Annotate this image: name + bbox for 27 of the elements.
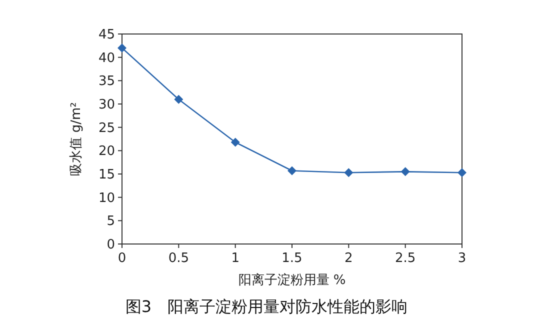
x-tick-label: 1.5: [282, 251, 302, 266]
x-tick-label: 0: [118, 251, 126, 266]
y-tick-label: 45: [98, 28, 115, 42]
y-axis-title: 吸水值 g/m²: [69, 102, 84, 176]
x-axis-title: 阳离子淀粉用量 %: [238, 272, 346, 288]
y-tick-label: 10: [98, 190, 115, 206]
y-tick-label: 20: [98, 144, 115, 160]
y-tick-label: 30: [98, 98, 115, 112]
y-tick-label: 35: [98, 74, 115, 90]
point: [174, 94, 184, 104]
x-tick-label: 0.5: [168, 251, 190, 266]
x-tick-label: 3: [458, 251, 466, 266]
point: [400, 167, 410, 176]
y-tick-label: 0: [106, 238, 115, 252]
x-tick-label: 2: [344, 251, 353, 266]
text: 图3 阳离子淀粉用量对防水性能的影响: [125, 297, 408, 316]
point: [458, 168, 466, 178]
point: [118, 44, 126, 52]
y-tick-label: 40: [98, 50, 115, 66]
point: [344, 168, 354, 178]
y-tick-label: 15: [98, 168, 115, 182]
x-tick-label: 2.5: [394, 251, 416, 266]
x-tick-label: 1: [231, 251, 240, 266]
y-tick-label: 25: [98, 120, 115, 136]
y-tick-label: 5: [106, 214, 115, 230]
point: [288, 166, 296, 176]
point: [230, 138, 240, 147]
